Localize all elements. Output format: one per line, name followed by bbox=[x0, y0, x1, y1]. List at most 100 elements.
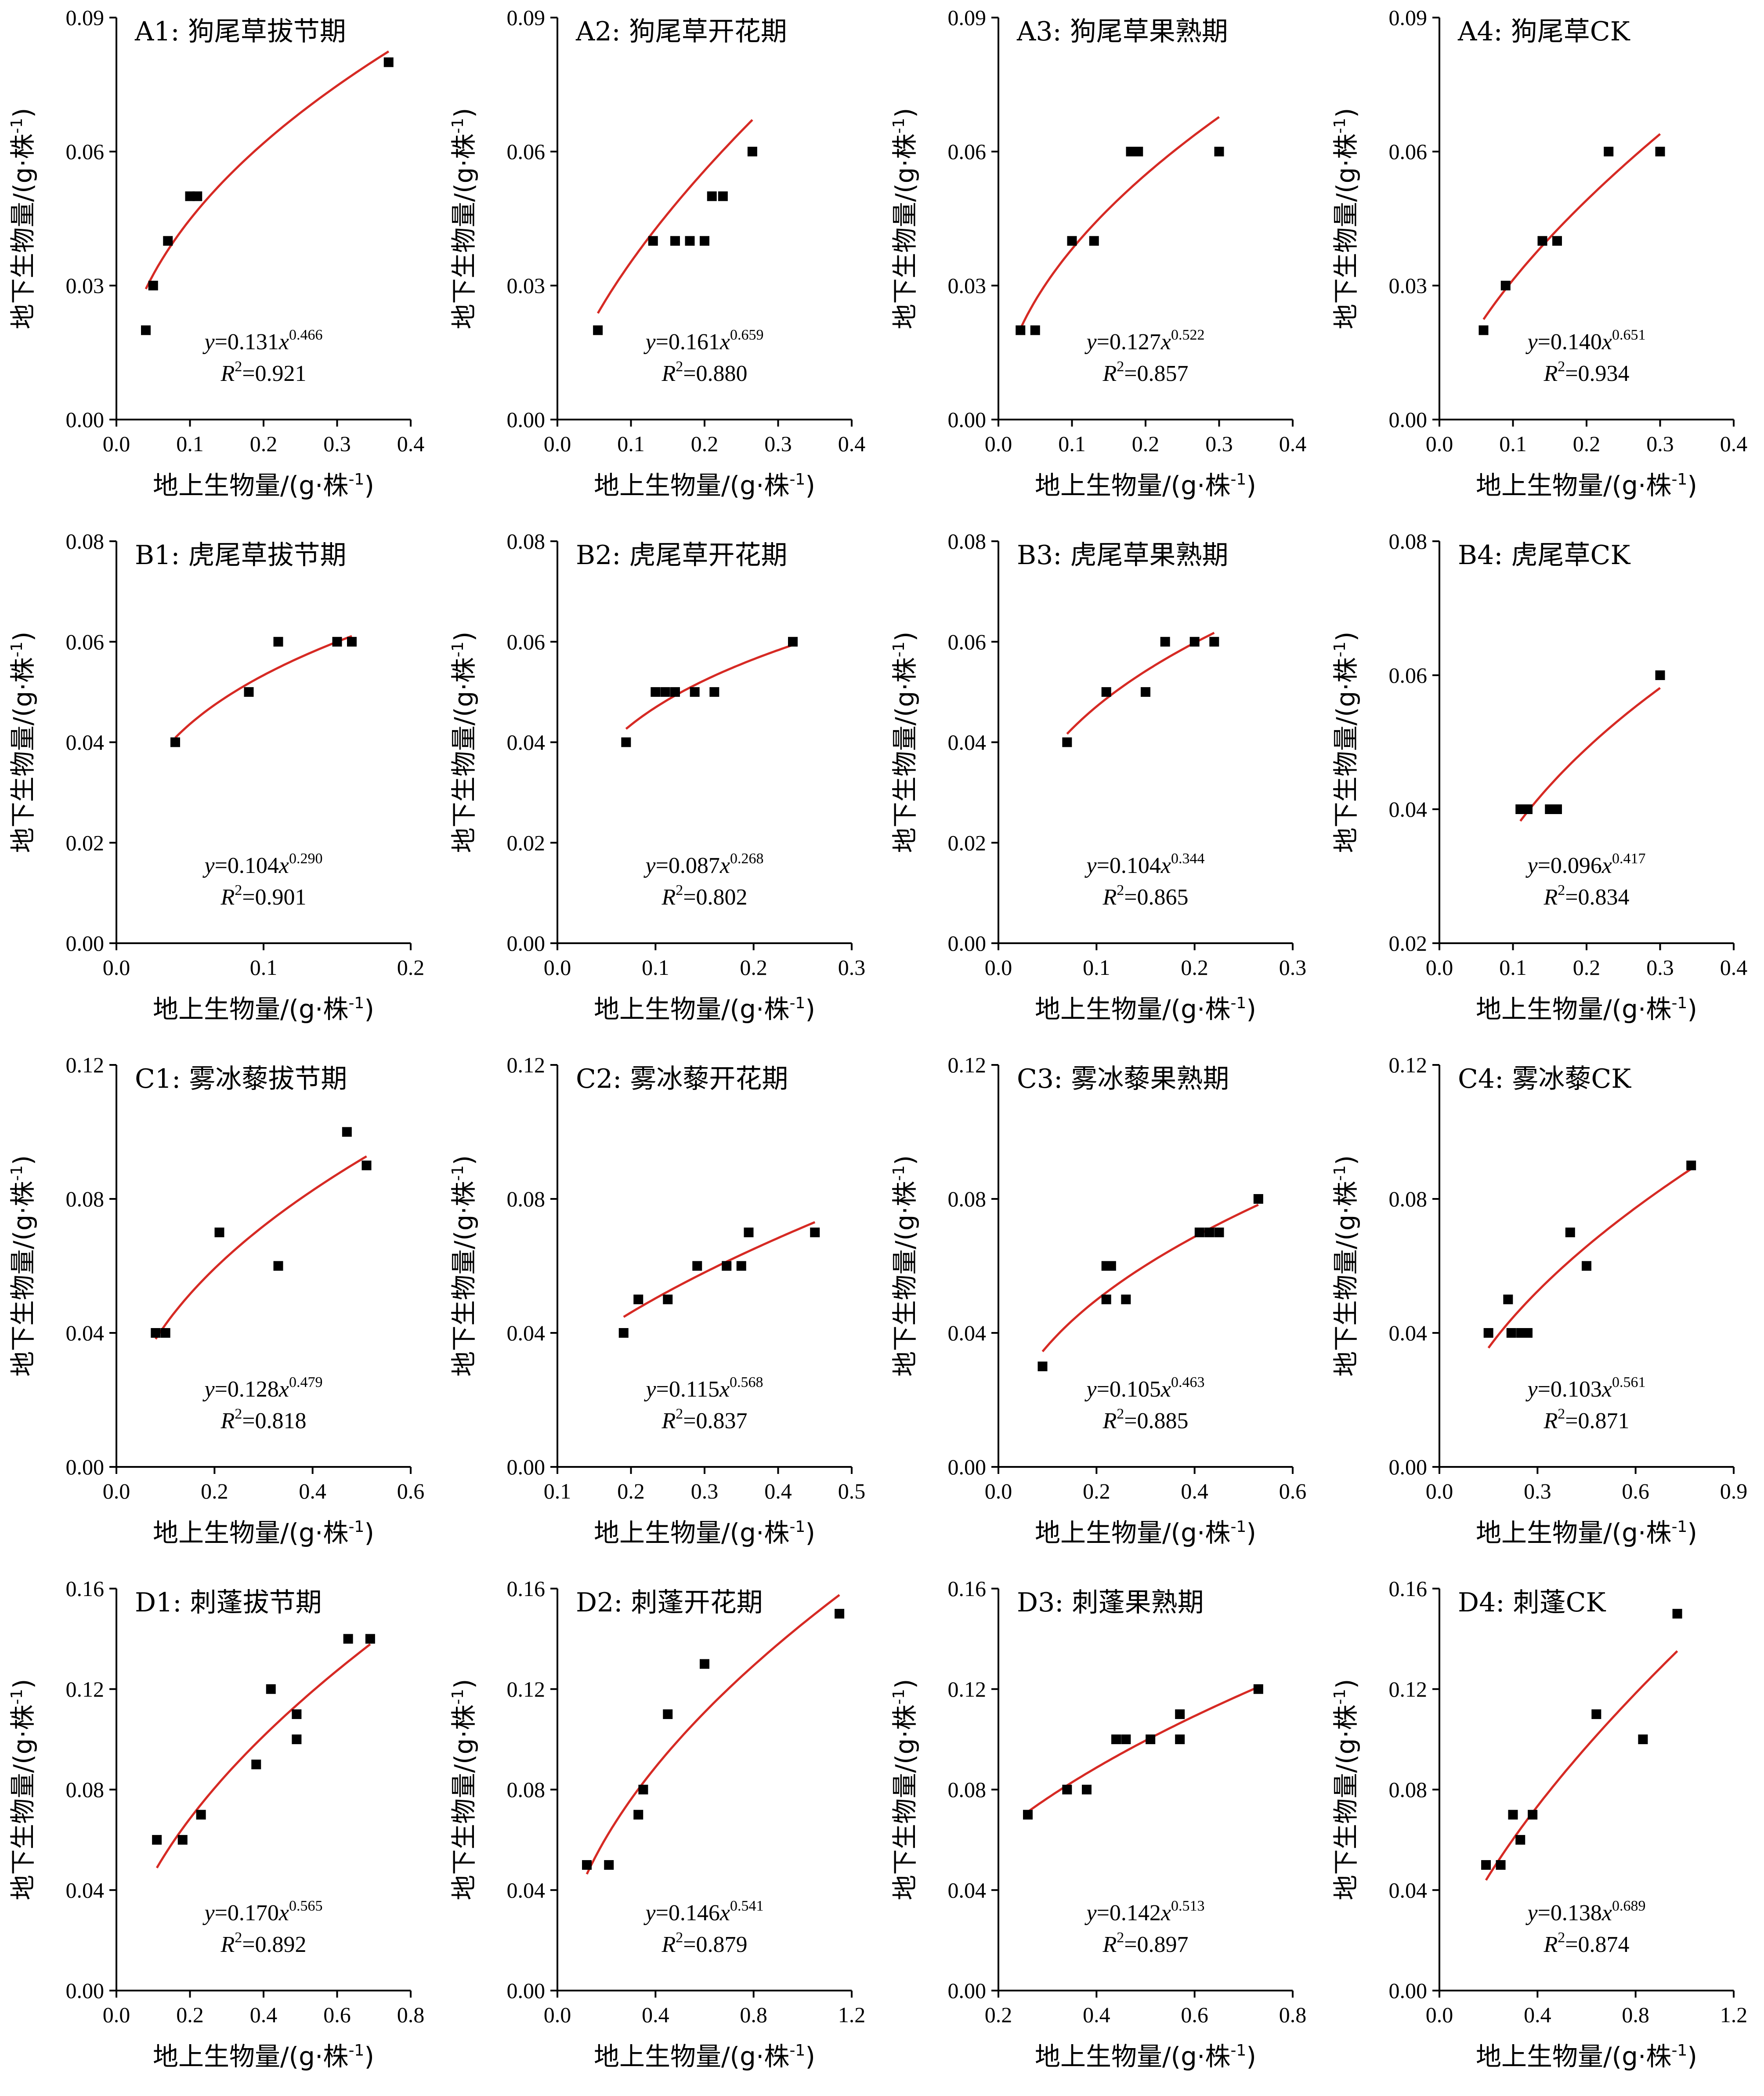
chart-svg-C4: 0.0 0.3 0.6 0.9 0.00 0.04 0.08 0.12 C4: 雾冰藜CK y=0… bbox=[1331, 1053, 1748, 1548]
y-tick-label: 0.04 bbox=[66, 730, 105, 755]
fit-curve bbox=[625, 644, 793, 730]
y-tick-label: 0.00 bbox=[507, 1978, 546, 2003]
y-tick-label: 0.16 bbox=[948, 1576, 987, 1601]
x-tick-label: 0.2 bbox=[1181, 955, 1208, 980]
x-tick-label: 0.5 bbox=[838, 1479, 866, 1503]
x-tick-label: 0.4 bbox=[1720, 431, 1748, 456]
y-tick-label: 0.04 bbox=[1389, 797, 1428, 822]
panel-title: A1: 狗尾草拔节期 bbox=[134, 16, 346, 47]
chart-svg-C1: 0.0 0.2 0.4 0.6 0.00 0.04 0.08 0.12 C1: 雾冰藜拔节期 y=… bbox=[8, 1053, 425, 1548]
data-point bbox=[621, 737, 631, 747]
x-axis-title: 地上生物量/(g·株-1) bbox=[1035, 994, 1256, 1024]
x-tick-label: 0.0 bbox=[985, 1479, 1012, 1503]
data-point bbox=[690, 687, 700, 697]
y-tick-label: 0.03 bbox=[1389, 273, 1428, 298]
x-tick-label: 0.2 bbox=[201, 1479, 228, 1503]
r-squared: R2=0.818 bbox=[220, 1406, 306, 1434]
x-tick-label: 0.3 bbox=[1646, 955, 1674, 980]
x-tick-label: 0.0 bbox=[103, 955, 130, 980]
fit-curve bbox=[1519, 687, 1661, 822]
x-axis-title: 地上生物量/(g·株-1) bbox=[1476, 2042, 1697, 2071]
x-axis-title: 地上生物量/(g·株-1) bbox=[1476, 1518, 1697, 1548]
x-tick-label: 0.6 bbox=[1279, 1479, 1307, 1503]
chart-svg-C3: 0.0 0.2 0.4 0.6 0.00 0.04 0.08 0.12 C3: 雾冰藜果熟期 y=… bbox=[890, 1053, 1307, 1548]
x-axis-title: 地上生物量/(g·株-1) bbox=[153, 471, 374, 500]
data-point bbox=[685, 236, 695, 246]
y-tick-label: 0.08 bbox=[507, 529, 546, 554]
x-tick-label: 0.2 bbox=[176, 2002, 204, 2027]
fit-curve bbox=[1019, 116, 1220, 329]
x-tick-label: 0.2 bbox=[617, 1479, 645, 1503]
y-axis-title: 地下生物量/(g·株-1) bbox=[8, 632, 38, 853]
y-tick-label: 0.04 bbox=[66, 1878, 105, 1902]
y-tick-label: 0.08 bbox=[66, 1777, 105, 1802]
data-point bbox=[670, 687, 680, 697]
data-point bbox=[251, 1759, 261, 1770]
x-tick-label: 0.1 bbox=[642, 955, 669, 980]
data-point bbox=[707, 191, 717, 201]
data-point bbox=[660, 687, 670, 697]
x-tick-label: 1.2 bbox=[1720, 2002, 1748, 2027]
r-squared: R2=0.871 bbox=[1543, 1406, 1629, 1434]
y-tick-label: 0.08 bbox=[1389, 1187, 1428, 1211]
data-point bbox=[292, 1709, 302, 1719]
x-tick-label: 0.4 bbox=[1279, 431, 1307, 456]
y-tick-label: 0.04 bbox=[507, 730, 546, 755]
r-squared: R2=0.802 bbox=[661, 882, 747, 910]
y-tick-label: 0.00 bbox=[66, 1978, 105, 2003]
y-tick-label: 0.00 bbox=[1389, 1455, 1428, 1479]
data-point bbox=[1655, 670, 1665, 680]
panel-B2: 0.0 0.1 0.2 0.3 0.00 0.02 0.04 0.06 0.08 B2: 虎尾草开… bbox=[441, 524, 882, 1047]
panel-title: B2: 虎尾草开花期 bbox=[576, 540, 788, 571]
y-tick-label: 0.08 bbox=[66, 1187, 105, 1211]
data-point bbox=[604, 1860, 614, 1870]
r-squared: R2=0.885 bbox=[1102, 1406, 1188, 1434]
y-tick-label: 0.09 bbox=[948, 5, 987, 30]
x-tick-label: 0.4 bbox=[250, 2002, 278, 2027]
data-point bbox=[1111, 1734, 1121, 1745]
y-tick-label: 0.04 bbox=[507, 1321, 546, 1345]
data-point bbox=[670, 236, 680, 246]
y-tick-label: 0.08 bbox=[507, 1187, 546, 1211]
data-point bbox=[638, 1785, 648, 1795]
x-tick-label: 0.0 bbox=[1426, 1479, 1453, 1503]
y-tick-label: 0.12 bbox=[66, 1053, 105, 1077]
data-point bbox=[1062, 1785, 1072, 1795]
x-tick-label: 0.4 bbox=[1181, 1479, 1208, 1503]
x-tick-label: 0.0 bbox=[1426, 2002, 1453, 2027]
y-tick-label: 0.00 bbox=[66, 1455, 105, 1479]
panel-title: D3: 刺蓬果熟期 bbox=[1017, 1587, 1204, 1618]
y-axis-title: 地下生物量/(g·株-1) bbox=[449, 1679, 479, 1901]
data-point bbox=[663, 1294, 673, 1304]
y-axis-title: 地下生物量/(g·株-1) bbox=[449, 1155, 479, 1377]
data-point bbox=[593, 325, 603, 335]
data-point bbox=[1030, 325, 1040, 335]
data-point bbox=[1582, 1261, 1591, 1271]
x-tick-label: 0.3 bbox=[1524, 1479, 1551, 1503]
data-point bbox=[148, 281, 158, 290]
r-squared: R2=0.874 bbox=[1543, 1929, 1629, 1957]
fit-equation: y=0.128x0.479 bbox=[202, 1374, 322, 1402]
data-point bbox=[1591, 1709, 1601, 1719]
data-point bbox=[343, 1634, 353, 1644]
x-tick-label: 0.4 bbox=[1083, 2002, 1110, 2027]
data-point bbox=[1253, 1194, 1263, 1204]
chart-svg-A2: 0.0 0.1 0.2 0.3 0.4 0.00 0.03 0.06 0.09 A2: 狗尾草开花… bbox=[449, 5, 865, 500]
data-point bbox=[835, 1609, 845, 1619]
x-axis-title: 地上生物量/(g·株-1) bbox=[1035, 471, 1256, 500]
x-tick-label: 0.4 bbox=[642, 2002, 669, 2027]
data-point bbox=[1194, 1227, 1204, 1238]
fit-equation: y=0.146x0.541 bbox=[643, 1898, 763, 1926]
data-point bbox=[1067, 236, 1077, 246]
x-tick-label: 0.4 bbox=[1524, 2002, 1551, 2027]
y-axis-title: 地下生物量/(g·株-1) bbox=[1331, 108, 1361, 329]
data-point bbox=[1565, 1227, 1575, 1238]
data-point bbox=[744, 1227, 754, 1238]
x-tick-label: 0.6 bbox=[397, 1479, 425, 1503]
y-tick-label: 0.00 bbox=[1389, 407, 1428, 432]
panel-B1: 0.0 0.1 0.2 0.00 0.02 0.04 0.06 0.08 B1: 虎尾草拔节期 y… bbox=[0, 524, 441, 1047]
data-point bbox=[1101, 1294, 1111, 1304]
data-point bbox=[1062, 737, 1072, 747]
x-tick-label: 0.9 bbox=[1720, 1479, 1748, 1503]
panel-title: C1: 雾冰藜拔节期 bbox=[135, 1064, 347, 1094]
